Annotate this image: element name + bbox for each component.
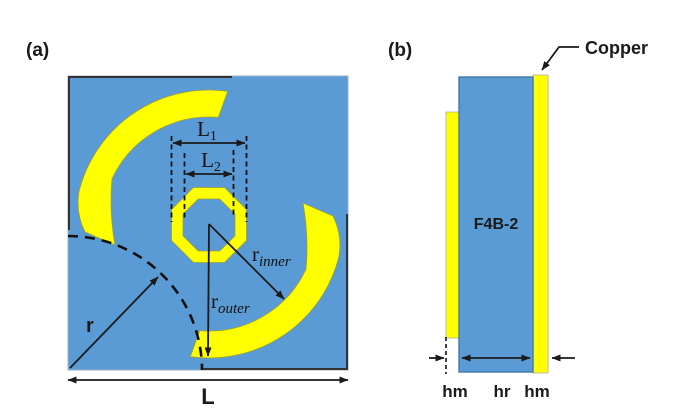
label-r-inner: rinner (252, 242, 291, 270)
copper-arc-upper-left (77, 89, 229, 246)
panel-b-tag: (b) (388, 40, 412, 61)
dim-arrow-r (69, 276, 159, 369)
copper-layer-right (532, 74, 549, 374)
square-border-top-left (68, 76, 232, 230)
substrate-label: F4B-2 (474, 216, 519, 233)
panel-b: (b) F4B-2 Copper hm hr hm (388, 38, 648, 401)
square-border-bottom-right (202, 214, 348, 370)
panel-a-tag: (a) (26, 40, 49, 61)
dashed-quarter-circle (67, 234, 204, 371)
dim-arrow-r-inner (208, 223, 285, 300)
label-hm-right: hm (524, 382, 550, 401)
label-r: r (86, 315, 94, 337)
label-hm-left: hm (442, 382, 468, 401)
dim-arrow-r-outer (204, 223, 212, 357)
label-r-outer: router (211, 289, 250, 317)
copper-layer-left (445, 111, 460, 339)
label-l2: L2 (201, 148, 221, 175)
label-l1: L1 (197, 117, 217, 144)
label-l: L (201, 384, 214, 409)
label-hr: hr (494, 382, 511, 401)
copper-arc-lower-right (189, 202, 341, 359)
copper-label: Copper (585, 38, 648, 58)
substrate-layer (458, 76, 534, 373)
copper-leader-arrow (541, 46, 579, 71)
panel-a: (a) L1 L2 rinner router r L (26, 40, 349, 409)
